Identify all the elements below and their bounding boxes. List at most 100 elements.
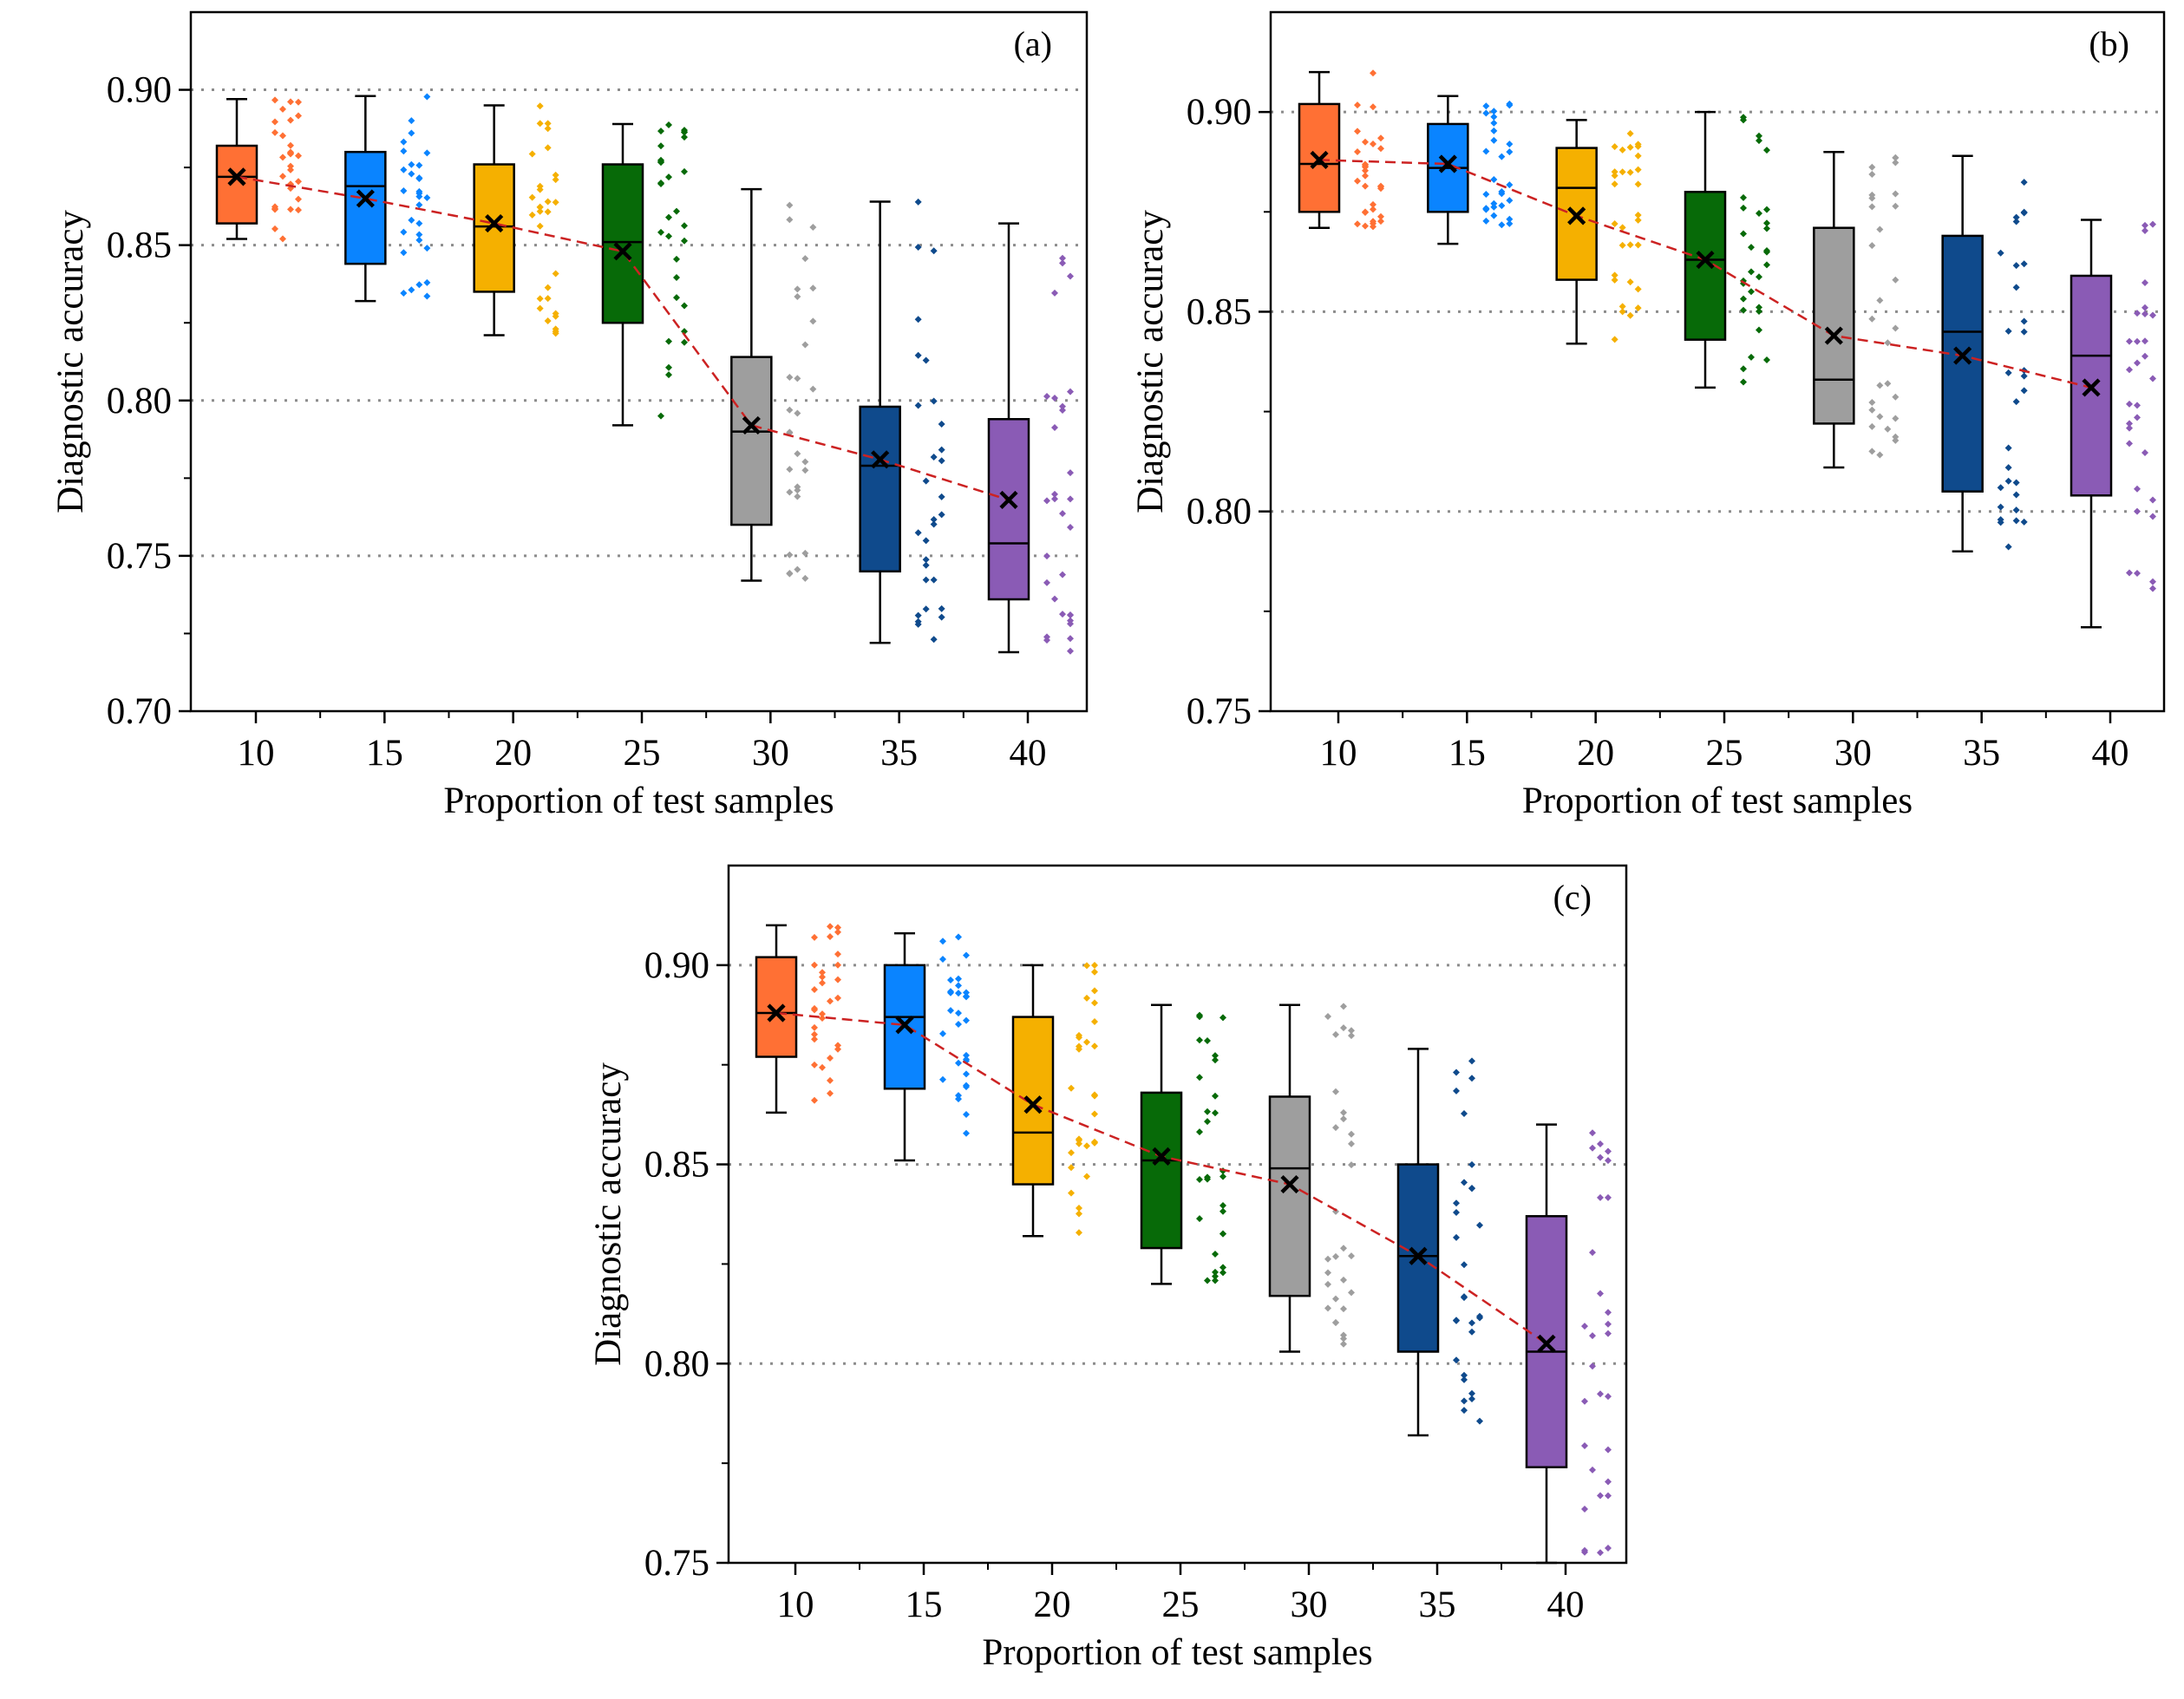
- data-point: [1212, 1092, 1219, 1100]
- scatter-points: [400, 93, 431, 300]
- data-point: [2134, 485, 2141, 493]
- box-body: [987, 418, 1030, 601]
- data-point: [1220, 1230, 1226, 1238]
- mean-marker-stroke: [1537, 1334, 1556, 1353]
- data-point: [914, 611, 922, 619]
- data-point: [1212, 1109, 1219, 1117]
- data-point: [287, 166, 294, 173]
- data-point: [665, 337, 672, 345]
- data-point: [665, 213, 672, 221]
- x-tick-label: 20: [1577, 733, 1614, 774]
- data-point: [963, 1111, 970, 1119]
- data-point: [811, 1061, 818, 1068]
- data-point: [1068, 1164, 1075, 1172]
- data-point: [834, 1042, 841, 1049]
- data-point: [2020, 317, 2028, 325]
- mean-marker: [1438, 154, 1457, 173]
- data-point: [1059, 407, 1066, 415]
- box-body: [755, 956, 798, 1058]
- x-tick-label: 30: [752, 733, 789, 774]
- data-point: [1756, 273, 1762, 281]
- data-point: [827, 1089, 834, 1097]
- data-point: [400, 186, 408, 194]
- data-point: [1634, 212, 1642, 219]
- data-point: [1589, 1332, 1596, 1340]
- data-point: [1589, 1362, 1596, 1370]
- data-point: [1605, 1320, 1612, 1328]
- data-point: [930, 247, 938, 255]
- data-point: [1220, 1014, 1226, 1022]
- data-point: [1498, 153, 1506, 160]
- data-point: [939, 1075, 946, 1083]
- data-point: [1763, 225, 1770, 232]
- data-point: [1589, 1249, 1596, 1257]
- data-point: [955, 1010, 962, 1017]
- y-tick-label: 0.85: [644, 1145, 709, 1186]
- data-point: [673, 273, 680, 281]
- data-point: [955, 990, 962, 997]
- data-point: [827, 1076, 834, 1084]
- data-point: [2020, 372, 2028, 380]
- mean-marker-stroke: [1409, 1246, 1428, 1265]
- data-point: [673, 207, 680, 215]
- data-point: [1581, 1546, 1588, 1554]
- data-point: [400, 289, 408, 297]
- data-point: [1876, 413, 1884, 421]
- data-point: [1067, 635, 1074, 643]
- data-point: [2012, 398, 2020, 406]
- x-tick-label: 15: [366, 733, 403, 774]
- mean-marker: [1152, 1147, 1171, 1166]
- box-15: [1427, 95, 1514, 245]
- data-point: [939, 1029, 946, 1037]
- mean-marker-stroke: [356, 189, 375, 208]
- data-point: [295, 98, 302, 106]
- data-point: [801, 549, 809, 557]
- mean-marker-stroke: [895, 1016, 914, 1035]
- data-point: [786, 488, 794, 496]
- data-point: [1634, 166, 1642, 173]
- data-point: [2149, 496, 2156, 504]
- data-point: [1611, 143, 1618, 151]
- data-point: [1354, 101, 1361, 109]
- data-point: [1482, 109, 1490, 117]
- data-point: [400, 138, 408, 146]
- data-point: [1091, 1139, 1098, 1147]
- data-point: [1354, 127, 1361, 135]
- data-point: [1476, 1314, 1483, 1322]
- data-point: [1997, 503, 2004, 511]
- data-point: [1083, 962, 1090, 970]
- data-point: [1763, 261, 1770, 269]
- data-point: [1634, 304, 1642, 312]
- data-point: [544, 125, 552, 133]
- mean-marker: [485, 214, 504, 233]
- data-point: [1892, 159, 1900, 167]
- data-point: [536, 182, 544, 190]
- mean-marker-stroke: [1438, 154, 1457, 173]
- data-point: [1370, 200, 1376, 208]
- data-point: [1748, 268, 1755, 276]
- data-point: [1597, 1290, 1604, 1297]
- data-point: [1204, 1175, 1211, 1183]
- data-point: [1597, 1140, 1604, 1147]
- y-tick-label: 0.70: [107, 691, 172, 732]
- data-point: [1597, 1390, 1604, 1398]
- box-body: [1011, 1016, 1055, 1186]
- data-point: [536, 222, 544, 230]
- data-point: [1091, 968, 1098, 976]
- data-point: [536, 120, 544, 127]
- data-point: [1091, 1091, 1098, 1099]
- data-point: [536, 295, 544, 303]
- plot-frame: [189, 10, 1089, 713]
- data-point: [809, 317, 817, 325]
- box-body: [601, 163, 644, 324]
- data-point: [1370, 140, 1376, 148]
- data-point: [1763, 248, 1770, 256]
- box-10: [1298, 69, 1384, 231]
- y-tick-label: 0.80: [1187, 492, 1252, 533]
- data-point: [2020, 260, 2028, 268]
- data-point: [1377, 212, 1384, 220]
- mean-marker-stroke: [999, 490, 1018, 509]
- scatter-points: [1196, 1011, 1226, 1284]
- data-point: [295, 206, 302, 214]
- data-point: [819, 973, 826, 981]
